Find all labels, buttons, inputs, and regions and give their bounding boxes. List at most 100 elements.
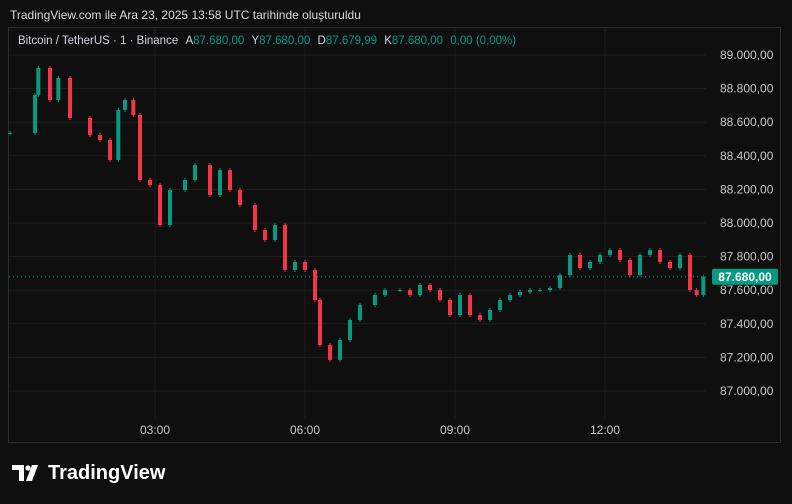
candle-body	[468, 295, 472, 316]
candle-body	[348, 319, 352, 340]
candle-body	[56, 78, 61, 101]
candle-body	[8, 132, 12, 134]
y-tick-label: 88.600,00	[720, 115, 774, 129]
candle-body	[168, 190, 172, 226]
y-tick-label: 87.400,00	[720, 317, 774, 331]
candle-body	[183, 179, 187, 191]
x-tick-label: 06:00	[290, 423, 320, 437]
close-value: 87.680,00	[391, 35, 444, 47]
candle-body	[208, 165, 212, 195]
low-label: D	[317, 35, 326, 47]
candle-body	[558, 275, 562, 289]
candle-body	[263, 230, 267, 240]
candle-body	[383, 290, 387, 296]
candle-body	[618, 250, 622, 260]
last-price-label: 87.680,00	[718, 270, 772, 284]
y-tick-label: 88.200,00	[720, 182, 774, 196]
candle-body	[116, 109, 121, 160]
candle-body	[568, 254, 572, 276]
candle-body	[328, 344, 332, 360]
y-tick-label: 88.400,00	[720, 149, 774, 163]
candle-body	[373, 295, 377, 305]
candle-body	[358, 304, 362, 320]
candle-body	[108, 140, 112, 160]
candle-body	[658, 250, 662, 262]
y-tick-label: 88.800,00	[720, 82, 774, 96]
y-tick-label: 88.000,00	[720, 216, 774, 230]
open-value: 87.680,00	[193, 35, 245, 47]
candle-body	[238, 190, 242, 206]
candle-body	[158, 185, 162, 226]
candle-body	[408, 290, 412, 296]
y-tick-label: 87.200,00	[720, 350, 774, 364]
candle-body	[68, 78, 72, 118]
candle-body	[478, 315, 482, 320]
x-tick-label: 09:00	[440, 423, 470, 437]
candle-body	[318, 299, 322, 345]
y-tick-label: 89.000,00	[720, 48, 774, 62]
candle-body	[418, 284, 422, 296]
candle-body	[48, 67, 52, 101]
candle-body	[701, 276, 706, 296]
candle-body	[508, 295, 512, 300]
candle-body	[123, 100, 127, 110]
candle-body	[648, 250, 652, 255]
candle-body	[98, 134, 102, 141]
candle-body	[678, 254, 682, 269]
candle-body	[148, 179, 152, 186]
candle-body	[131, 100, 136, 115]
candle-body	[638, 254, 642, 276]
candle-body	[548, 288, 552, 291]
candle-body	[273, 225, 277, 240]
open-label: A	[185, 35, 194, 47]
candle-body	[588, 261, 592, 269]
chart-caption: TradingView.com ile Ara 23, 2025 13:58 U…	[10, 8, 361, 22]
symbol-label[interactable]: Bitcoin / TetherUS · 1 · Binance	[18, 35, 179, 47]
logo-text: TradingView	[48, 462, 166, 484]
candle-body	[608, 250, 612, 255]
candle-body	[694, 290, 699, 296]
candle-body	[303, 261, 307, 271]
ohlc-legend: Bitcoin / TetherUS · 1 · Binance A87.680…	[18, 35, 516, 47]
candle-body	[218, 170, 222, 195]
high-value: 87.680,00	[259, 35, 311, 47]
candle-body	[293, 261, 297, 271]
x-tick-label: 03:00	[140, 423, 170, 437]
candle-body	[528, 290, 532, 293]
low-value: 87.679,99	[325, 35, 378, 47]
candle-body	[688, 254, 692, 291]
candle-body	[88, 118, 92, 135]
y-tick-label: 87.000,00	[720, 384, 774, 398]
x-tick-label: 12:00	[590, 423, 620, 437]
candle-body	[33, 94, 37, 133]
candle-body	[253, 205, 257, 231]
candle-body	[36, 67, 41, 95]
candle-body	[228, 170, 232, 191]
close-label: K	[384, 35, 392, 47]
tradingview-logo-icon	[12, 464, 38, 481]
candle-body	[498, 299, 502, 311]
chart-frame	[8, 27, 781, 443]
y-tick-label: 87.800,00	[720, 250, 774, 264]
candle-body	[448, 299, 452, 316]
last-price-badge	[712, 268, 778, 285]
candle-body	[578, 254, 582, 269]
change-value: 0,00 (0,00%)	[450, 35, 517, 47]
candle-body	[283, 225, 287, 271]
candle-body	[138, 114, 142, 180]
candle-body	[458, 295, 462, 316]
candle-body	[193, 165, 197, 180]
candle-body	[428, 284, 432, 291]
candle-body	[338, 339, 342, 360]
candle-body	[598, 254, 602, 262]
candle-body	[668, 261, 672, 269]
tradingview-logo[interactable]: TradingView	[12, 462, 165, 485]
candle-body	[398, 290, 402, 292]
candle-body	[488, 310, 492, 320]
candle-body	[518, 292, 522, 296]
y-tick-label: 87.600,00	[720, 283, 774, 297]
candle-body	[538, 290, 542, 292]
high-label: Y	[251, 35, 260, 47]
candle-body	[438, 290, 442, 300]
